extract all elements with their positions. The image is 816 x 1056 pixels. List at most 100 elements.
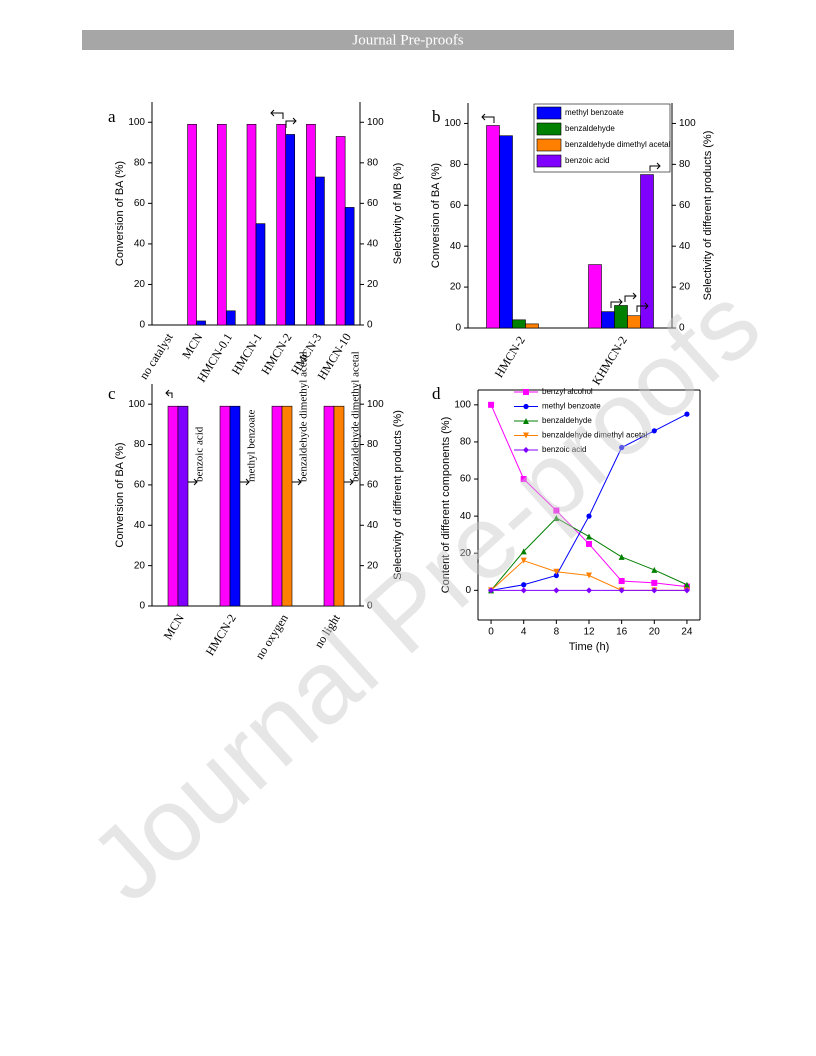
y-tick-label: 40 bbox=[450, 241, 462, 252]
bar bbox=[525, 323, 539, 329]
y-tick-label: 100 bbox=[454, 399, 471, 410]
y-tick-label: 0 bbox=[465, 585, 471, 596]
legend-marker bbox=[523, 403, 529, 410]
y-tick-label: 60 bbox=[460, 474, 472, 485]
x-tick-label: HMCN-2 bbox=[203, 612, 239, 658]
x-tick-label: MCN bbox=[179, 330, 206, 361]
legend-marker bbox=[523, 447, 529, 453]
arrow bbox=[240, 478, 250, 486]
x-tick-label: HMCN-2 bbox=[492, 334, 528, 380]
bar-annotation: methyl benzoate bbox=[246, 409, 258, 482]
marker bbox=[651, 579, 658, 586]
bar bbox=[601, 311, 615, 329]
y-tick-label: 0 bbox=[455, 323, 461, 334]
bar bbox=[640, 174, 654, 329]
x-tick-label: 0 bbox=[488, 627, 494, 638]
arrow bbox=[292, 478, 302, 486]
y2-tick-label: 60 bbox=[367, 198, 379, 209]
legend-label: benzaldehyde dimethyl acetal bbox=[565, 140, 671, 149]
marker bbox=[618, 553, 625, 560]
marker bbox=[520, 557, 527, 564]
bar bbox=[306, 124, 316, 326]
bar bbox=[216, 124, 227, 326]
y-tick-label: 80 bbox=[134, 439, 146, 450]
y-tick-label: 20 bbox=[134, 279, 146, 290]
y-axis-label: Conversion of BA (%) bbox=[114, 442, 126, 547]
bar bbox=[187, 124, 197, 326]
marker bbox=[521, 582, 527, 588]
y2-tick-label: 20 bbox=[679, 282, 691, 293]
bar bbox=[229, 405, 241, 607]
y2-tick-label: 40 bbox=[367, 520, 379, 531]
y2-tick-label: 40 bbox=[679, 241, 691, 252]
marker bbox=[586, 540, 592, 547]
bar bbox=[276, 124, 287, 326]
bar bbox=[219, 405, 231, 607]
y-tick-label: 0 bbox=[139, 320, 145, 331]
y2-tick-label: 100 bbox=[367, 399, 384, 410]
bar bbox=[499, 135, 513, 329]
x-tick-label: 24 bbox=[681, 627, 693, 638]
legend-label: benzaldehyde bbox=[565, 124, 615, 133]
marker bbox=[586, 513, 592, 519]
header-title: Journal Pre-proofs bbox=[352, 32, 463, 48]
marker bbox=[520, 476, 527, 483]
bar-annotation: benzoic acid bbox=[194, 426, 206, 482]
x-tick-label: MCN bbox=[161, 611, 188, 642]
legend-swatch bbox=[536, 138, 562, 152]
bar bbox=[281, 405, 293, 607]
legend-swatch bbox=[536, 122, 562, 136]
bar bbox=[246, 124, 257, 326]
arrow bbox=[649, 162, 661, 171]
y2-tick-label: 80 bbox=[367, 157, 379, 168]
marker bbox=[553, 507, 560, 514]
y2-axis-label: Selectivity of MB (%) bbox=[392, 163, 404, 264]
y2-tick-label: 0 bbox=[367, 320, 373, 331]
y-tick-label: 40 bbox=[134, 520, 146, 531]
bar bbox=[588, 264, 602, 329]
legend-label: benzaldehyde bbox=[542, 416, 592, 425]
y-tick-label: 20 bbox=[450, 282, 462, 293]
y2-axis-label: Selectivity of different products (%) bbox=[392, 410, 404, 580]
bar bbox=[614, 305, 628, 329]
y-axis-label: Conversion of BA (%) bbox=[114, 161, 126, 266]
marker bbox=[553, 568, 560, 575]
legend-swatch bbox=[536, 154, 562, 168]
y-tick-label: 100 bbox=[128, 117, 145, 128]
header-bar bbox=[82, 30, 734, 50]
y-tick-label: 40 bbox=[460, 511, 472, 522]
arrow bbox=[165, 389, 173, 398]
legend-swatch bbox=[536, 106, 562, 120]
y-tick-label: 0 bbox=[139, 601, 145, 612]
marker bbox=[586, 587, 592, 594]
legend-label: benzaldehyde dimethyl acetal bbox=[542, 431, 648, 440]
bar bbox=[255, 223, 266, 326]
y2-tick-label: 0 bbox=[367, 601, 373, 612]
y2-tick-label: 100 bbox=[367, 117, 384, 128]
annotation-arrows bbox=[165, 109, 661, 398]
x-tick-label: 8 bbox=[554, 627, 560, 638]
bar bbox=[167, 405, 179, 607]
y2-tick-label: 60 bbox=[367, 480, 379, 491]
y2-tick-label: 80 bbox=[679, 159, 691, 170]
y-tick-label: 100 bbox=[128, 399, 145, 410]
arrow bbox=[481, 113, 495, 123]
y2-tick-label: 60 bbox=[679, 200, 691, 211]
legend-label: methyl benzoate bbox=[542, 402, 601, 411]
x-tick-label: 4 bbox=[521, 627, 527, 638]
marker bbox=[553, 572, 559, 579]
x-tick-label: 16 bbox=[616, 627, 628, 638]
marker bbox=[553, 587, 560, 594]
legend-label: benzoic acid bbox=[565, 156, 609, 165]
y-tick-label: 60 bbox=[450, 200, 462, 211]
marker bbox=[586, 533, 592, 540]
bar bbox=[177, 405, 189, 607]
marker bbox=[619, 444, 625, 451]
bar bbox=[335, 136, 346, 326]
arrow bbox=[270, 109, 284, 119]
legend-marker bbox=[523, 389, 529, 395]
marker bbox=[618, 578, 625, 585]
bar bbox=[323, 405, 335, 607]
marker bbox=[651, 428, 657, 434]
